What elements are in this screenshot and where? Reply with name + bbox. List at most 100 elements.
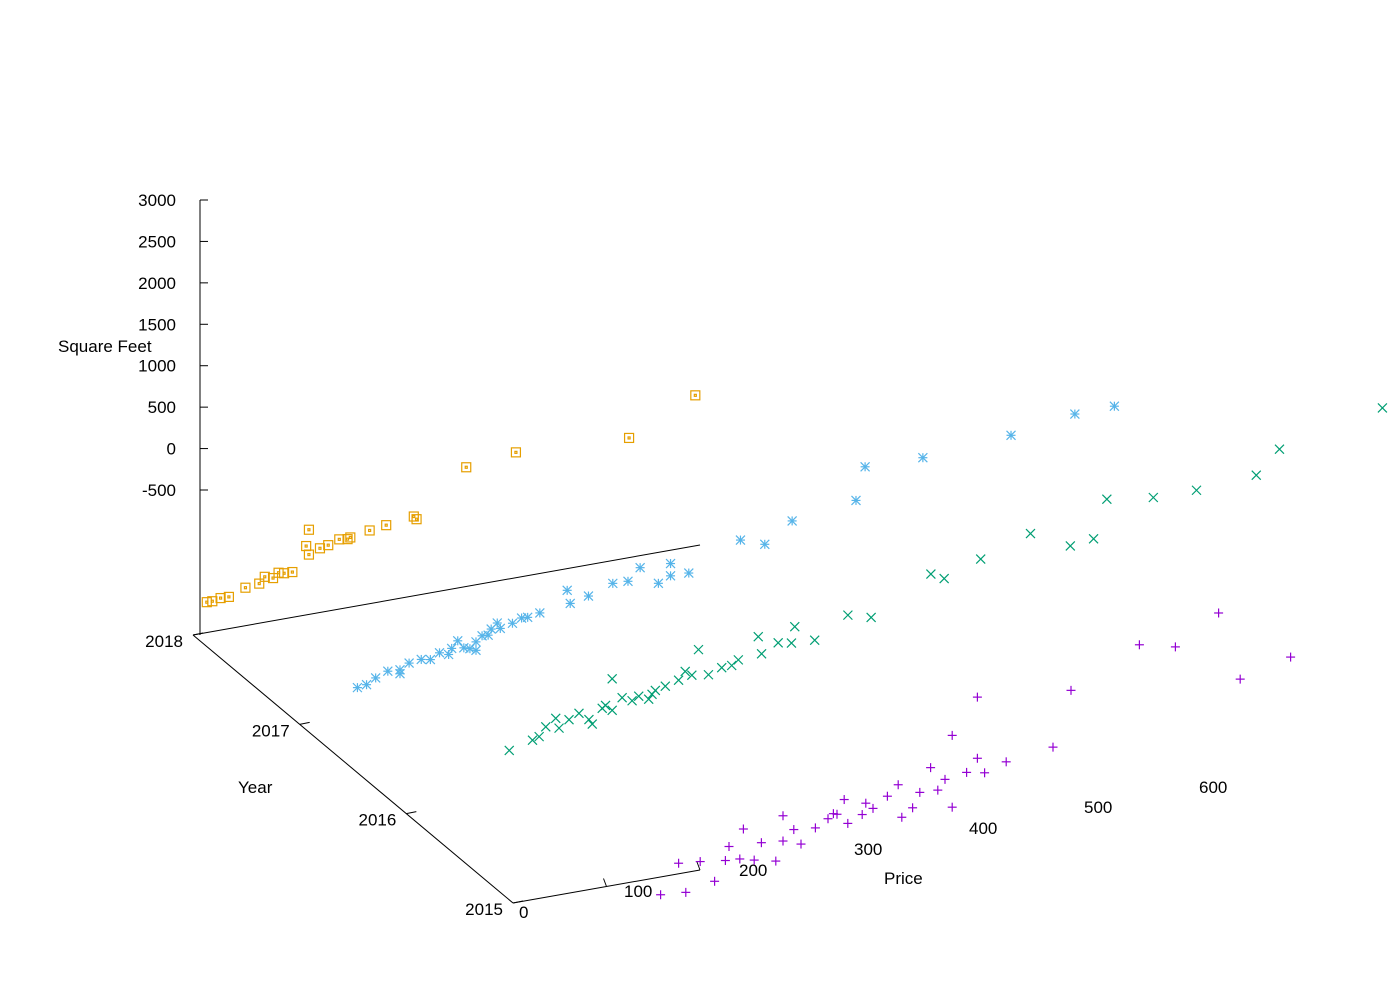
data-point-square (334, 534, 345, 545)
data-point-asterisk (683, 568, 694, 578)
y-tick-label: 2016 (359, 811, 397, 830)
data-point-plus (681, 887, 691, 897)
data-point-x (554, 723, 564, 734)
data-point-x (925, 569, 936, 579)
data-point-x (600, 700, 611, 711)
data-point-asterisk (759, 539, 770, 550)
data-point-x (789, 621, 800, 632)
data-point-square (254, 578, 265, 589)
data-point-plus (720, 856, 730, 866)
data-point-plus (695, 857, 705, 867)
x-tick-label: 200 (739, 861, 767, 880)
data-point-plus (972, 692, 982, 702)
data-point-asterisk (917, 452, 928, 463)
data-point-plus (823, 814, 833, 824)
y-tick-label: 2017 (252, 721, 290, 740)
data-point-plus (1066, 685, 1076, 695)
data-point-plus (724, 842, 734, 852)
data-point-x (1377, 403, 1388, 413)
data-point-asterisk (404, 658, 415, 669)
x-tick-label: 100 (624, 882, 652, 901)
data-point-plus (735, 854, 745, 864)
data-point-asterisk (382, 666, 393, 677)
data-point-asterisk (653, 578, 664, 589)
data-point-asterisk (1109, 401, 1120, 412)
data-point-asterisk (735, 535, 746, 545)
data-point-plus (861, 798, 871, 808)
data-point-x (773, 637, 784, 648)
x-tick-label: 0 (519, 903, 528, 922)
x-axis-label: Price (884, 869, 923, 888)
data-point-plus (893, 780, 903, 790)
data-point-x (534, 731, 545, 742)
data-point-asterisk (425, 654, 436, 665)
data-point-plus (843, 818, 853, 828)
data-point-plus (947, 730, 957, 740)
data-point-square (314, 543, 326, 554)
data-point-plus (868, 803, 878, 813)
data-point-asterisk (416, 654, 427, 665)
data-point-asterisk (452, 635, 463, 646)
z-tick-label: 1000 (138, 357, 176, 376)
data-point-asterisk (635, 562, 646, 573)
data-point-x (607, 673, 618, 684)
data-point-plus (897, 812, 907, 822)
y-axis-line (192, 634, 514, 904)
data-point-plus (940, 774, 950, 784)
data-point-plus (915, 787, 925, 797)
x-tick (603, 878, 607, 887)
data-point-square (510, 447, 522, 458)
data-point-square (303, 524, 315, 535)
data-point-plus (908, 803, 918, 813)
data-point-x (716, 662, 727, 673)
data-point-plus (1134, 640, 1144, 650)
data-point-asterisk (352, 682, 363, 693)
data-point-x (607, 705, 618, 716)
data-point-plus (738, 824, 748, 834)
z-tick-label: 500 (148, 398, 176, 417)
data-point-square (690, 390, 701, 401)
y-tick (406, 811, 417, 815)
data-point-plus (1286, 652, 1296, 662)
data-point-x (842, 610, 853, 621)
data-point-x (627, 695, 638, 706)
data-point-x (1088, 533, 1099, 544)
data-point-x (587, 719, 598, 729)
data-point-asterisk (434, 647, 445, 658)
data-point-plus (796, 839, 806, 849)
data-point-plus (778, 811, 788, 821)
x-tick-label: 500 (1084, 798, 1112, 817)
data-point-square (207, 596, 218, 607)
data-point-x (650, 685, 661, 696)
data-point-square (273, 567, 284, 578)
data-point-x (703, 669, 714, 680)
data-point-x (617, 692, 628, 703)
y-tick (512, 900, 524, 904)
data-point-x (753, 631, 764, 642)
data-point-x (1025, 528, 1036, 539)
data-point-x (564, 714, 574, 725)
data-point-x (504, 745, 515, 756)
data-point-asterisk (443, 649, 454, 660)
data-point-asterisk (1069, 409, 1080, 419)
data-point-plus (926, 763, 936, 773)
chart-axes: Square Feet Year Price (58, 200, 923, 904)
z-tick-label: 2500 (138, 232, 176, 251)
data-point-plus (810, 823, 820, 833)
data-point-square (461, 462, 472, 473)
y-tick (192, 632, 204, 636)
data-point-square (342, 534, 353, 545)
data-point-asterisk (492, 618, 503, 628)
data-point-plus (771, 856, 781, 866)
data-point-plus (1235, 674, 1245, 684)
data-point-x (756, 648, 767, 659)
data-point-asterisk (623, 576, 633, 587)
data-point-square (345, 532, 356, 543)
data-point-square (411, 514, 422, 525)
data-point-plus (1170, 642, 1180, 652)
y-tick (299, 721, 310, 725)
z-tick-label: 2000 (138, 274, 176, 293)
data-point-square (301, 540, 312, 552)
chart-ticks: 300025002000150010005000-500201520162017… (138, 191, 1227, 922)
x-tick-label: 600 (1199, 778, 1227, 797)
